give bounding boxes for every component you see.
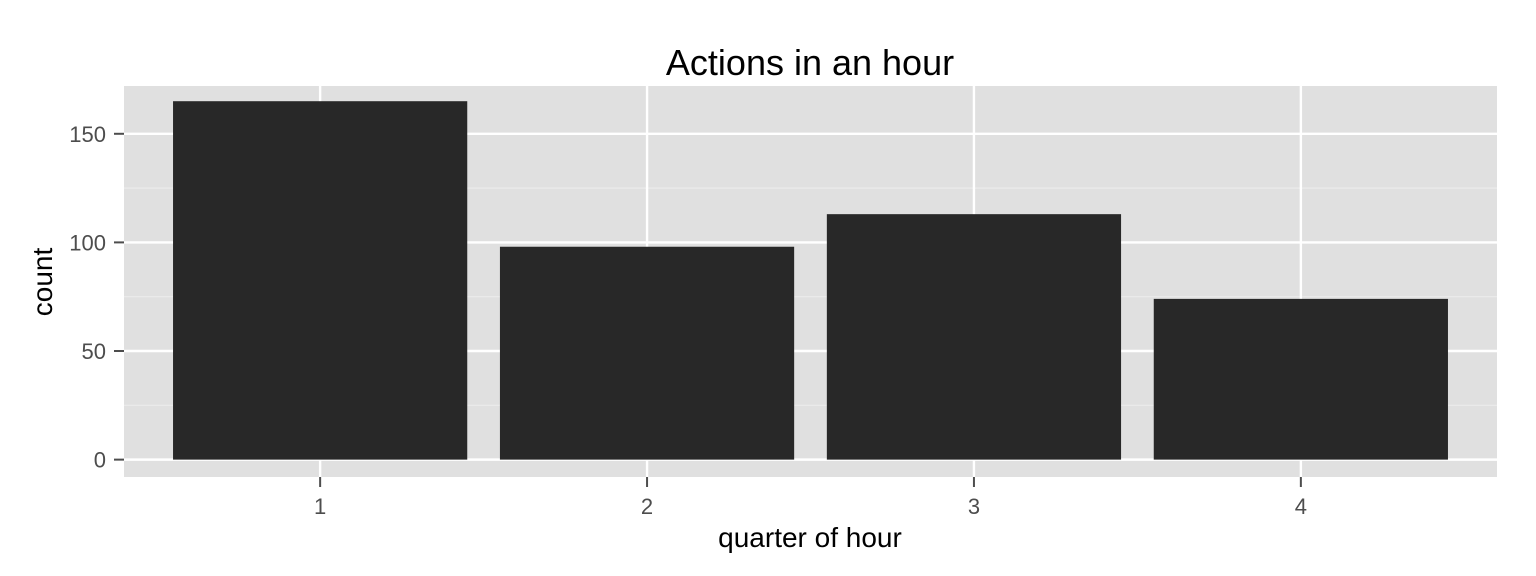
x-tick-label: 3 — [968, 494, 980, 519]
bar-1 — [173, 101, 468, 460]
y-tick-label: 0 — [94, 448, 106, 473]
bar-4 — [1153, 298, 1448, 460]
y-axis-title: count — [27, 248, 58, 317]
x-tick-label: 4 — [1295, 494, 1307, 519]
y-axis: 0 50 100 150 — [69, 122, 124, 473]
bars — [173, 101, 1448, 460]
bar-2 — [499, 246, 795, 460]
bar-3 — [826, 214, 1122, 460]
y-tick-label: 150 — [69, 122, 106, 147]
y-tick-label: 100 — [69, 230, 106, 255]
y-tick-label: 50 — [82, 339, 106, 364]
x-tick-label: 2 — [641, 494, 653, 519]
x-tick-label: 1 — [314, 494, 326, 519]
x-axis: 1 2 3 4 — [314, 477, 1307, 519]
x-axis-title: quarter of hour — [718, 522, 902, 553]
chart-title: Actions in an hour — [666, 42, 954, 83]
